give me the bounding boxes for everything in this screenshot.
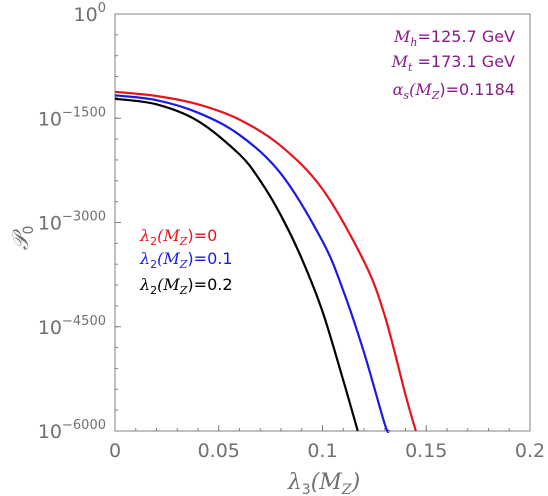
legend-blue-sub: 2 <box>150 258 157 271</box>
y-tick-base: 10 <box>38 213 62 235</box>
param-alpha-sym: α <box>393 80 404 99</box>
param-higgs-mass: Mh=125.7 GeV <box>393 27 515 49</box>
y-tick-label: 10−3000 <box>38 210 106 235</box>
param-alpha-sub: s <box>403 89 409 102</box>
param-higgs-value: =125.7 GeV <box>418 27 516 46</box>
legend-red-sub: 2 <box>150 235 157 248</box>
legend-entry-red: λ2(MZ)=0 <box>139 226 217 248</box>
param-alpha-psub: Z <box>431 89 440 102</box>
y-tick-exponent: −4500 <box>62 314 106 329</box>
legend-red-rest: )=0 <box>187 226 217 245</box>
param-top-mass: Mt =173.1 GeV <box>391 52 515 74</box>
param-alpha-value: )=0.1184 <box>439 80 515 99</box>
x-axis-ticks: 0 0.05 0.1 0.15 0.2 <box>109 425 545 462</box>
legend-blue-base: λ <box>139 249 150 268</box>
legend-red-base: λ <box>139 226 150 245</box>
param-top-sym: M <box>391 52 409 71</box>
legend-black-base: λ <box>139 275 150 294</box>
legend-entry-black: λ2(MZ)=0.2 <box>139 275 233 297</box>
x-tick-label: 0.05 <box>198 440 240 462</box>
y-axis-label: 𝒫0 <box>9 226 37 251</box>
legend-black-psub: Z <box>179 284 188 297</box>
y-tick-base: 10 <box>74 4 98 26</box>
x-tick-label: 0 <box>109 440 121 462</box>
y-tick-exponent: 0 <box>98 1 106 16</box>
legend-blue-rest: )=0.1 <box>187 249 232 268</box>
y-tick-label: 10−4500 <box>38 314 106 339</box>
series-curves <box>114 90 417 434</box>
legend-entry-blue: λ2(MZ)=0.1 <box>139 249 233 271</box>
x-tick-label: 0.2 <box>515 440 545 462</box>
parameters-box: Mh=125.7 GeV Mt =173.1 GeV αs(MZ)=0.1184 <box>391 27 515 102</box>
y-tick-exponent: −6000 <box>62 418 106 433</box>
param-top-value: =173.1 GeV <box>412 52 515 71</box>
legend-black-sub: 2 <box>150 284 157 297</box>
series-line-1 <box>114 94 390 434</box>
legend: λ2(MZ)=0 λ2(MZ)=0.1 λ2(MZ)=0.2 <box>139 226 233 297</box>
param-alpha-paren: (M <box>409 80 432 99</box>
x-axis-label-paren: (M <box>311 470 343 495</box>
x-axis-label-close: ) <box>351 470 361 495</box>
y-tick-label: 100 <box>74 1 106 26</box>
y-tick-base: 10 <box>38 421 62 443</box>
y-tick-label: 10−1500 <box>38 105 106 130</box>
param-higgs-sub: h <box>410 36 417 49</box>
x-axis-label-base: λ <box>287 470 302 495</box>
y-tick-exponent: −1500 <box>62 105 106 120</box>
x-tick-label: 0.15 <box>405 440 447 462</box>
y-axis-label-sub: 0 <box>21 226 37 235</box>
plot-frame <box>114 13 531 432</box>
series-line-2 <box>114 97 359 432</box>
y-tick-exponent: −3000 <box>62 210 106 225</box>
legend-blue-paren: (M <box>157 249 180 268</box>
legend-red-psub: Z <box>179 235 188 248</box>
x-axis-label-psub: Z <box>341 482 352 496</box>
y-tick-label: 10−6000 <box>38 418 106 443</box>
param-higgs-sym: M <box>393 27 411 46</box>
y-tick-base: 10 <box>38 108 62 130</box>
x-tick-label: 0.1 <box>307 440 337 462</box>
param-alpha-s: αs(MZ)=0.1184 <box>393 80 515 102</box>
x-axis-label-sub: 3 <box>302 482 311 496</box>
legend-blue-psub: Z <box>179 258 188 271</box>
x-axis-label: λ3(MZ) <box>287 470 360 496</box>
legend-black-paren: (M <box>157 275 180 294</box>
param-top-sub: t <box>408 61 413 74</box>
y-tick-base: 10 <box>38 317 62 339</box>
legend-red-paren: (M <box>157 226 180 245</box>
legend-black-rest: )=0.2 <box>187 275 232 294</box>
series-line-0 <box>114 90 417 432</box>
